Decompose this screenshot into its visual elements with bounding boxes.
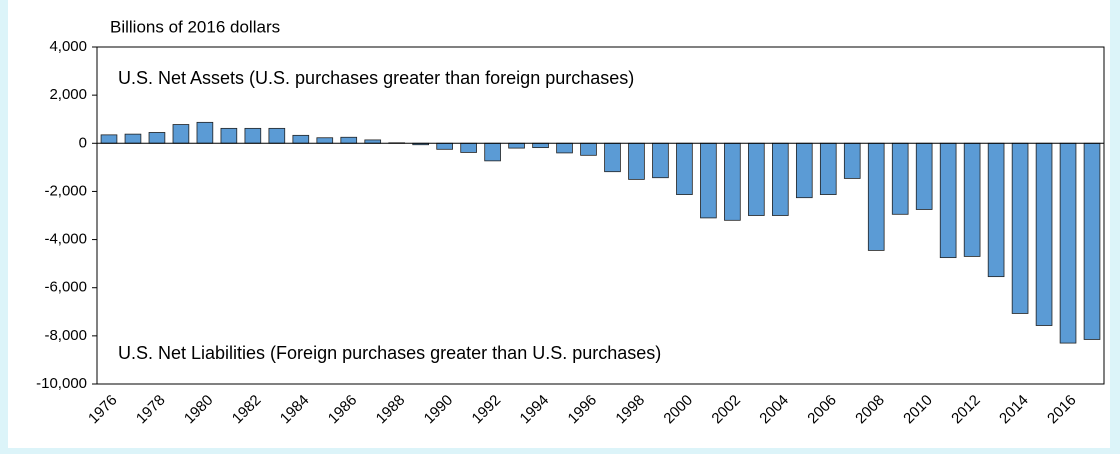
bar [724,142,741,221]
bar [316,137,334,144]
bar [196,121,214,144]
y-tick-label: 0 [79,134,87,151]
bar [1011,142,1029,314]
bar [819,142,837,195]
bar [748,142,765,216]
bar [508,142,525,149]
bar [124,133,142,144]
bar [220,127,238,144]
bar [244,127,262,144]
bar [891,142,909,215]
bar [1059,142,1077,344]
bar [148,132,166,144]
bar [652,142,669,179]
bar [484,142,501,162]
bar [172,124,190,144]
bar [340,136,358,144]
y-tick-label: -8,000 [44,327,87,344]
bar [987,142,1005,278]
bar [556,142,573,154]
bar [436,142,453,150]
bar [1083,142,1101,340]
bar [867,142,885,251]
bar [364,139,382,144]
plot-border [96,46,1105,385]
panel [8,0,1110,448]
annotation: U.S. Net Assets (U.S. purchases greater … [118,68,634,88]
y-tick-label: -4,000 [44,231,87,248]
annotation: U.S. Net Liabilities (Foreign purchases … [118,343,661,363]
y-tick-label: -10,000 [36,375,87,392]
bar [772,142,789,216]
bar [100,134,118,144]
bar [795,142,813,199]
bar [580,142,597,156]
y-tick-label: -2,000 [44,182,87,199]
bar [1035,142,1053,326]
bar [604,142,621,173]
bar [676,142,693,195]
bar [460,142,477,153]
y-tick-label: 4,000 [49,38,87,55]
bar [963,142,981,257]
bar [915,142,933,210]
bar [700,142,717,219]
bar [532,142,549,149]
bar [628,142,645,180]
bar [843,142,861,179]
bar [939,142,957,259]
bar [292,134,310,144]
y-tick-label: 2,000 [49,86,87,103]
bar [268,127,286,144]
y-tick-label: -6,000 [44,279,87,296]
axis-label: Billions of 2016 dollars [110,17,280,36]
